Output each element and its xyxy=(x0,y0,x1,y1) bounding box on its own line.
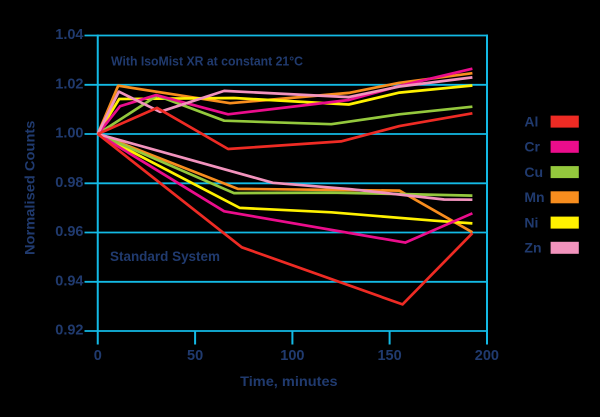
svg-text:Standard System: Standard System xyxy=(110,249,220,264)
svg-text:0: 0 xyxy=(94,348,102,364)
svg-text:Cr: Cr xyxy=(524,139,540,155)
svg-text:1.00: 1.00 xyxy=(55,126,83,142)
svg-text:With IsoMist XR at constant 21: With IsoMist XR at constant 21°C xyxy=(111,53,303,68)
svg-text:Time, minutes: Time, minutes xyxy=(240,373,338,389)
svg-text:Cu: Cu xyxy=(524,164,543,180)
svg-text:150: 150 xyxy=(377,348,401,364)
svg-text:50: 50 xyxy=(187,348,203,364)
svg-text:0.92: 0.92 xyxy=(55,323,83,339)
svg-text:0.94: 0.94 xyxy=(55,274,83,290)
svg-text:100: 100 xyxy=(280,348,304,364)
svg-text:0.98: 0.98 xyxy=(55,175,83,191)
svg-text:1.04: 1.04 xyxy=(55,27,83,43)
svg-text:Ni: Ni xyxy=(524,214,538,230)
svg-text:0.96: 0.96 xyxy=(55,224,83,240)
svg-text:1.02: 1.02 xyxy=(55,77,83,93)
svg-text:Mn: Mn xyxy=(524,189,544,205)
svg-text:Zn: Zn xyxy=(524,240,541,256)
svg-text:Normalised Counts: Normalised Counts xyxy=(23,121,38,256)
svg-text:Al: Al xyxy=(524,113,538,129)
svg-text:200: 200 xyxy=(475,348,499,364)
